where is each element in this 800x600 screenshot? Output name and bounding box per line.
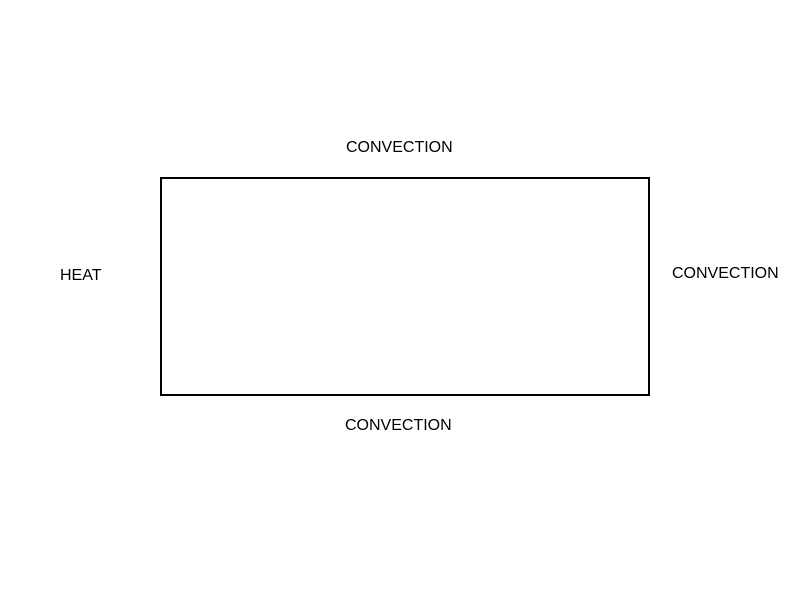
- convection-label-bottom: CONVECTION: [345, 417, 452, 434]
- body-rectangle: [160, 177, 650, 396]
- heat-label-left: HEAT: [60, 267, 102, 284]
- convection-label-right: CONVECTION: [672, 265, 779, 282]
- convection-label-top: CONVECTION: [346, 139, 453, 156]
